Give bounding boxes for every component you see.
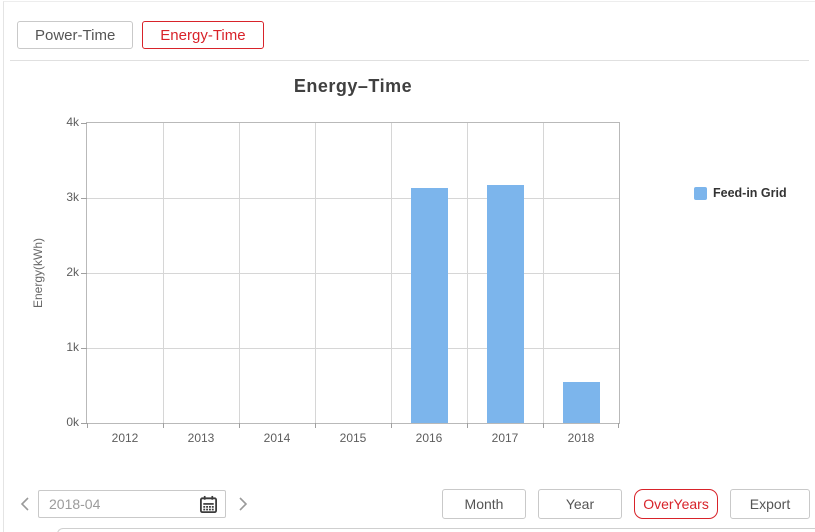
y-tick-mark xyxy=(81,198,87,199)
x-tick-mark xyxy=(391,423,392,428)
chevron-right-icon xyxy=(239,497,248,511)
x-tick-label: 2018 xyxy=(567,431,595,445)
tabs-divider xyxy=(10,60,809,61)
next-panel-top-edge xyxy=(57,528,815,532)
y-tick-label: 4k xyxy=(66,115,79,129)
tab-power-time[interactable]: Power-Time xyxy=(17,21,134,49)
x-tick-mark xyxy=(618,423,619,428)
y-axis-title: Energy(kWh) xyxy=(31,237,45,309)
overyears-button[interactable]: OverYears xyxy=(634,489,718,519)
bar-2018 xyxy=(562,381,600,423)
gridline-horizontal xyxy=(87,273,619,274)
x-tick-mark xyxy=(315,423,316,428)
y-tick-mark xyxy=(81,348,87,349)
calendar-icon[interactable] xyxy=(199,495,218,514)
date-picker[interactable] xyxy=(38,490,226,518)
y-tick-mark xyxy=(81,123,87,124)
x-tick-mark xyxy=(239,423,240,428)
next-period-button[interactable] xyxy=(234,490,252,518)
bar-2017 xyxy=(486,184,524,423)
x-tick-label: 2015 xyxy=(339,431,367,445)
chart-title: Energy–Time xyxy=(293,76,413,96)
x-tick-label: 2012 xyxy=(111,431,139,445)
legend[interactable]: Feed-in Grid xyxy=(694,186,787,200)
year-button[interactable]: Year xyxy=(538,489,622,519)
view-tabs: Power-Time Energy-Time xyxy=(17,21,264,49)
export-button[interactable]: Export xyxy=(730,489,810,519)
y-tick-label: 2k xyxy=(66,265,79,279)
month-button[interactable]: Month xyxy=(442,489,526,519)
x-tick-label: 2014 xyxy=(263,431,291,445)
x-tick-mark xyxy=(163,423,164,428)
gridline-horizontal xyxy=(87,198,619,199)
y-tick-label: 0k xyxy=(66,415,79,429)
x-tick-label: 2017 xyxy=(491,431,519,445)
y-tick-mark xyxy=(81,423,87,424)
y-tick-mark xyxy=(81,273,87,274)
chevron-left-icon xyxy=(20,497,29,511)
legend-swatch xyxy=(694,186,707,200)
y-tick-label: 1k xyxy=(66,340,79,354)
legend-label: Feed-in Grid xyxy=(713,186,787,200)
date-input[interactable] xyxy=(39,491,199,517)
x-tick-mark xyxy=(467,423,468,428)
y-tick-label: 3k xyxy=(66,190,79,204)
gridline-horizontal xyxy=(87,348,619,349)
period-buttons: Month Year OverYears Export xyxy=(442,489,810,519)
x-tick-mark xyxy=(543,423,544,428)
x-tick-label: 2016 xyxy=(415,431,443,445)
bar-2016 xyxy=(410,187,448,423)
plot-area: 0k 1k 2k 3k 4k 2012 2013 2014 2015 2016 2017 2018 xyxy=(66,115,620,445)
x-tick-mark xyxy=(87,423,88,428)
tab-energy-time[interactable]: Energy-Time xyxy=(142,21,264,49)
prev-period-button[interactable] xyxy=(16,490,34,518)
x-tick-label: 2013 xyxy=(187,431,215,445)
